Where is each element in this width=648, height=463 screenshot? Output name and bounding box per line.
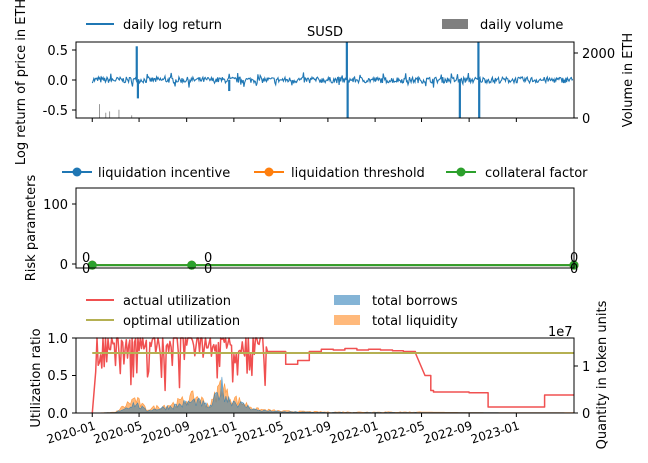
y2-tick-label: 0 <box>582 112 590 127</box>
x-tick-label: 2022-09 <box>422 418 474 446</box>
annotation-label: 0 <box>570 262 578 277</box>
data-point <box>187 260 197 270</box>
legend-swatch-daily-volume <box>442 19 468 29</box>
legend-label-daily-log-return: daily log return <box>123 18 222 33</box>
panel-utilization: actual utilization optimal utilization t… <box>29 294 610 449</box>
data-point <box>87 260 97 270</box>
legend-marker-collateral-factor <box>456 167 466 177</box>
y-tick-label: 0.0 <box>47 74 68 89</box>
volume-y-axis: 2000 0 <box>574 47 615 127</box>
legend-marker-liquidation-threshold <box>264 167 274 177</box>
annotation-label: 0 <box>204 251 212 266</box>
series-line-actual-utilization <box>91 337 574 414</box>
utilization-plot-area <box>91 337 575 414</box>
legend-label-liquidation-incentive: liquidation incentive <box>98 166 230 181</box>
legend-swatch-total-borrows <box>334 295 360 305</box>
x-tick-label: 2020-05 <box>92 418 144 446</box>
risk-y-axis-label: Risk parameters <box>24 175 39 282</box>
y2-tick-label: 0 <box>582 407 590 422</box>
legend-label-total-liquidity: total liquidity <box>372 314 458 329</box>
quantity-y-axis-label: Quantity in token units <box>595 300 610 449</box>
panel-risk: liquidation incentive liquidation thresh… <box>24 166 588 281</box>
price-y-axis: 0.5 0.0 -0.5 <box>43 44 76 119</box>
x-tick-label: 2023-01 <box>469 418 521 446</box>
x-tick-label: 2021-01 <box>187 418 239 446</box>
annotation-label: 0 <box>570 251 578 266</box>
y-tick-label: 0.5 <box>47 369 68 384</box>
y-tick-label: 0 <box>60 258 68 273</box>
legend-utilization: actual utilization optimal utilization t… <box>86 294 458 329</box>
series-line-daily-log-return <box>91 72 574 88</box>
quantity-y-axis: 1 0 <box>574 360 590 422</box>
legend-label-collateral-factor: collateral factor <box>485 166 588 181</box>
annotation-label: 0 <box>204 262 212 277</box>
utilization-x-axis: 2020-012020-052020-092021-012021-052021-… <box>45 413 521 447</box>
legend-risk: liquidation incentive liquidation thresh… <box>62 166 588 181</box>
y-tick-label: 1.0 <box>47 332 68 347</box>
x-tick-label: 2020-09 <box>140 418 192 446</box>
y-tick-label: 100 <box>43 198 68 213</box>
price-x-ticks <box>91 118 517 122</box>
y-tick-label: 0.0 <box>47 407 68 422</box>
legend-label-liquidation-threshold: liquidation threshold <box>291 166 425 181</box>
x-tick-label: 2021-09 <box>281 418 333 446</box>
risk-axes-frame <box>75 187 575 269</box>
risk-plot-area <box>87 260 579 270</box>
legend-label-optimal-utilization: optimal utilization <box>123 314 240 329</box>
utilization-y-axis: 1.0 0.5 0.0 <box>47 332 76 422</box>
legend-label-actual-utilization: actual utilization <box>123 294 231 309</box>
risk-y-axis: 100 0 <box>43 198 76 273</box>
x-tick-label: 2020-01 <box>45 418 97 446</box>
volume-y-axis-label: Volume in ETH <box>621 33 636 127</box>
y2-multiplier: 1e7 <box>548 325 573 340</box>
legend-swatch-total-liquidity <box>334 315 360 325</box>
chart-title: SUSD <box>307 25 343 40</box>
utilization-y-axis-label: Utilization ratio <box>29 328 44 427</box>
legend-label-daily-volume: daily volume <box>480 18 563 33</box>
y-tick-label: 0.5 <box>47 44 68 59</box>
y2-tick-label: 1 <box>582 360 590 375</box>
risk-annotations: 0 0 0 0 0 0 <box>82 251 578 277</box>
legend-price: daily log return daily volume <box>86 18 563 33</box>
price-plot-area <box>91 42 574 118</box>
legend-marker-liquidation-incentive <box>72 167 82 177</box>
annotation-label: 0 <box>82 262 90 277</box>
x-tick-label: 2022-01 <box>328 418 380 446</box>
panel-price: daily log return daily volume SUSD 0.5 0… <box>14 0 636 165</box>
y2-tick-label: 2000 <box>582 47 615 62</box>
x-tick-label: 2022-05 <box>374 418 426 446</box>
x-tick-label: 2021-05 <box>233 418 285 446</box>
annotation-label: 0 <box>82 251 90 266</box>
y-tick-label: -0.5 <box>43 104 68 119</box>
price-y-axis-label: Log return of price in ETH <box>14 0 29 165</box>
legend-label-total-borrows: total borrows <box>372 294 458 309</box>
